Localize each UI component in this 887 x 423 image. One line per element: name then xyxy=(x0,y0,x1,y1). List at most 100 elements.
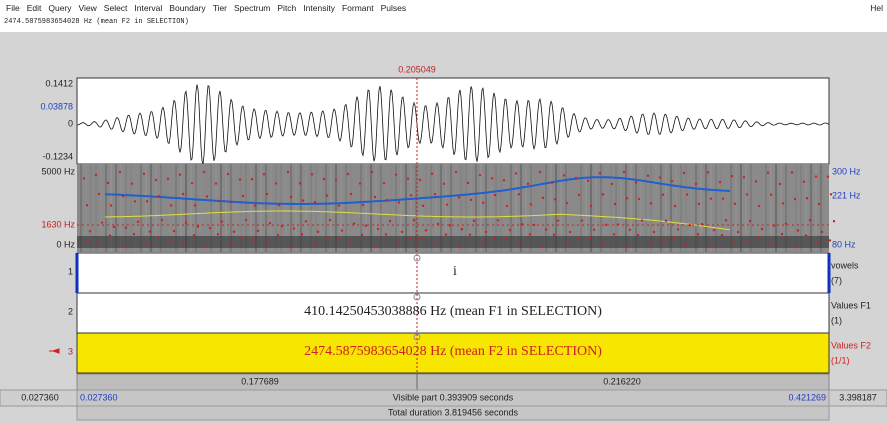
menu-item[interactable]: Interval xyxy=(134,3,162,13)
formant-dot xyxy=(302,199,304,201)
menu-item[interactable]: Boundary xyxy=(169,3,205,13)
menu-item[interactable]: Spectrum xyxy=(234,3,270,13)
formant-dot xyxy=(311,173,313,175)
formant-dot xyxy=(481,242,483,244)
formant-dot xyxy=(827,176,829,178)
menu-item[interactable]: Formant xyxy=(342,3,374,13)
formant-dot xyxy=(806,197,808,199)
formant-dot xyxy=(767,172,769,174)
formant-dot xyxy=(253,238,255,240)
formant-dot xyxy=(133,233,135,235)
formant-dot xyxy=(409,237,411,239)
formant-dot xyxy=(733,241,735,243)
formant-dot xyxy=(170,204,172,206)
pitch-label: 300 Hz xyxy=(832,166,861,176)
formant-dot xyxy=(737,231,739,233)
formant-dot xyxy=(401,231,403,233)
formant-dot xyxy=(98,193,100,195)
formant-dot xyxy=(671,180,673,182)
visible-start: 0.027360 xyxy=(80,392,118,402)
formant-dot xyxy=(386,199,388,201)
tier-count: (1) xyxy=(831,315,842,325)
formant-dot xyxy=(265,242,267,244)
formant-dot xyxy=(377,228,379,230)
formant-dot xyxy=(539,171,541,173)
menu-item[interactable]: Edit xyxy=(27,3,42,13)
formant-dot xyxy=(721,234,723,236)
menu-item[interactable]: Pitch xyxy=(277,3,296,13)
tier-number: 1 xyxy=(68,266,73,276)
pitch-label: 80 Hz xyxy=(832,239,856,249)
formant-dot xyxy=(457,245,459,247)
formant-dot xyxy=(313,243,315,245)
window-start: 0.027360 xyxy=(21,392,59,402)
formant-dot xyxy=(793,245,795,247)
formant-dot xyxy=(815,175,817,177)
formant-dot xyxy=(218,200,220,202)
formant-dot xyxy=(611,183,613,185)
formant-dot xyxy=(131,182,133,184)
formant-dot xyxy=(494,194,496,196)
formant-dot xyxy=(125,227,127,229)
formant-dot xyxy=(506,205,508,207)
total-duration: Total duration 3.819456 seconds xyxy=(388,407,519,417)
formant-dot xyxy=(230,200,232,202)
menu-item[interactable]: Select xyxy=(104,3,128,13)
formant-dot xyxy=(563,174,565,176)
menu-item[interactable]: Pulses xyxy=(381,3,407,13)
formant-dot xyxy=(722,197,724,199)
formant-dot xyxy=(649,242,651,244)
interval-bar[interactable] xyxy=(77,374,829,390)
menu-item[interactable]: File xyxy=(6,3,20,13)
formant-dot xyxy=(551,182,553,184)
formant-dot xyxy=(338,205,340,207)
formant-dot xyxy=(365,225,367,227)
wave-label: 0.03878 xyxy=(40,101,73,111)
formant-dot xyxy=(269,222,271,224)
formant-dot xyxy=(389,220,391,222)
formant-dot xyxy=(541,245,543,247)
formant-dot xyxy=(674,205,676,207)
formant-dot xyxy=(659,176,661,178)
formant-dot xyxy=(221,220,223,222)
formant-dot xyxy=(83,177,85,179)
menu-item[interactable]: Query xyxy=(48,3,71,13)
formant-dot xyxy=(167,178,169,180)
formant-dot xyxy=(397,243,399,245)
formant-dot xyxy=(434,193,436,195)
tier-number: 2 xyxy=(68,306,73,316)
formant-dot xyxy=(305,220,307,222)
menu-item[interactable]: Tier xyxy=(213,3,227,13)
formant-dot xyxy=(605,224,607,226)
formant-dot xyxy=(241,236,243,238)
menu-item[interactable]: View xyxy=(79,3,97,13)
formant-dot xyxy=(553,234,555,236)
formant-dot xyxy=(635,181,637,183)
formant-dot xyxy=(509,229,511,231)
formant-dot xyxy=(707,171,709,173)
formant-dot xyxy=(122,195,124,197)
formant-dot xyxy=(266,193,268,195)
formant-dot xyxy=(749,220,751,222)
formant-dot xyxy=(85,239,87,241)
formant-dot xyxy=(121,245,123,247)
formant-dot xyxy=(278,204,280,206)
spectrogram xyxy=(77,164,835,252)
menu-item[interactable]: Hel xyxy=(870,3,883,13)
formant-dot xyxy=(461,228,463,230)
formant-dot xyxy=(746,193,748,195)
formant-dot xyxy=(713,229,715,231)
tier-name: Values F1 xyxy=(831,300,871,310)
info-line: 2474.5875983654028 Hz (mean F2 in SELECT… xyxy=(4,18,189,26)
formant-dot xyxy=(577,238,579,240)
formant-dot xyxy=(565,242,567,244)
formant-dot xyxy=(205,245,207,247)
formant-dot xyxy=(410,194,412,196)
formant-dot xyxy=(143,173,145,175)
spec-label: 0 Hz xyxy=(56,239,75,249)
formant-dot xyxy=(613,233,615,235)
formant-dot xyxy=(433,242,435,244)
formant-dot xyxy=(695,183,697,185)
formant-dot xyxy=(665,220,667,222)
menu-item[interactable]: Intensity xyxy=(303,3,335,13)
